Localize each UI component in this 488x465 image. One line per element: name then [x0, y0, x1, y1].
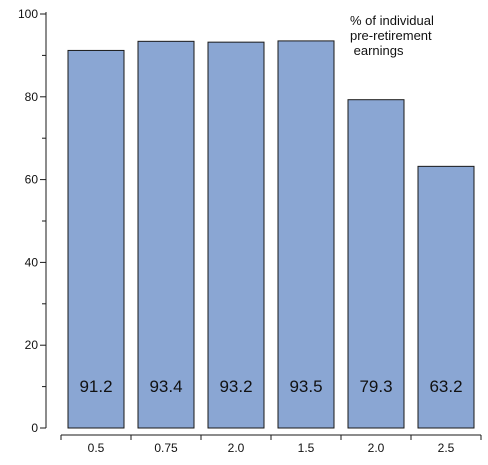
x-tick-label-1: 0.75 — [154, 441, 178, 455]
bar-5 — [417, 165, 475, 429]
value-label-4: 79.3 — [359, 377, 392, 396]
x-tick-label-0: 0.5 — [88, 441, 105, 455]
y-tick-label-2: 40 — [25, 255, 39, 269]
bars — [67, 40, 475, 429]
annotation-line-2: pre-retirement — [350, 28, 432, 43]
y-tick-label-4: 80 — [25, 90, 39, 104]
y-tick-label-0: 0 — [31, 421, 38, 435]
annotation-line-1: % of individual — [350, 13, 434, 28]
x-tick-label-4: 2.0 — [368, 441, 385, 455]
y-tick-label-1: 20 — [25, 338, 39, 352]
y-tick-label-3: 60 — [25, 173, 39, 187]
x-tick-label-2: 2.0 — [228, 441, 245, 455]
x-tick-label-5: 2.5 — [438, 441, 455, 455]
bar-4 — [347, 99, 405, 429]
value-label-5: 63.2 — [429, 377, 462, 396]
axes — [40, 12, 482, 440]
value-label-0: 91.2 — [79, 377, 112, 396]
value-label-3: 93.5 — [289, 377, 322, 396]
value-label-1: 93.4 — [149, 377, 182, 396]
labels: 91.2 0.5 93.4 0.75 93.2 2.0 93.5 1.5 79.3 2.0 63.2… — [18, 7, 463, 455]
y-tick-label-5: 100 — [18, 7, 38, 21]
bar-2 — [207, 41, 265, 429]
annotation-line-3: earnings — [350, 43, 404, 58]
value-label-2: 93.2 — [219, 377, 252, 396]
x-tick-label-3: 1.5 — [298, 441, 315, 455]
bar-1 — [137, 40, 195, 429]
bar-0 — [67, 49, 125, 429]
bar-3 — [277, 40, 335, 429]
